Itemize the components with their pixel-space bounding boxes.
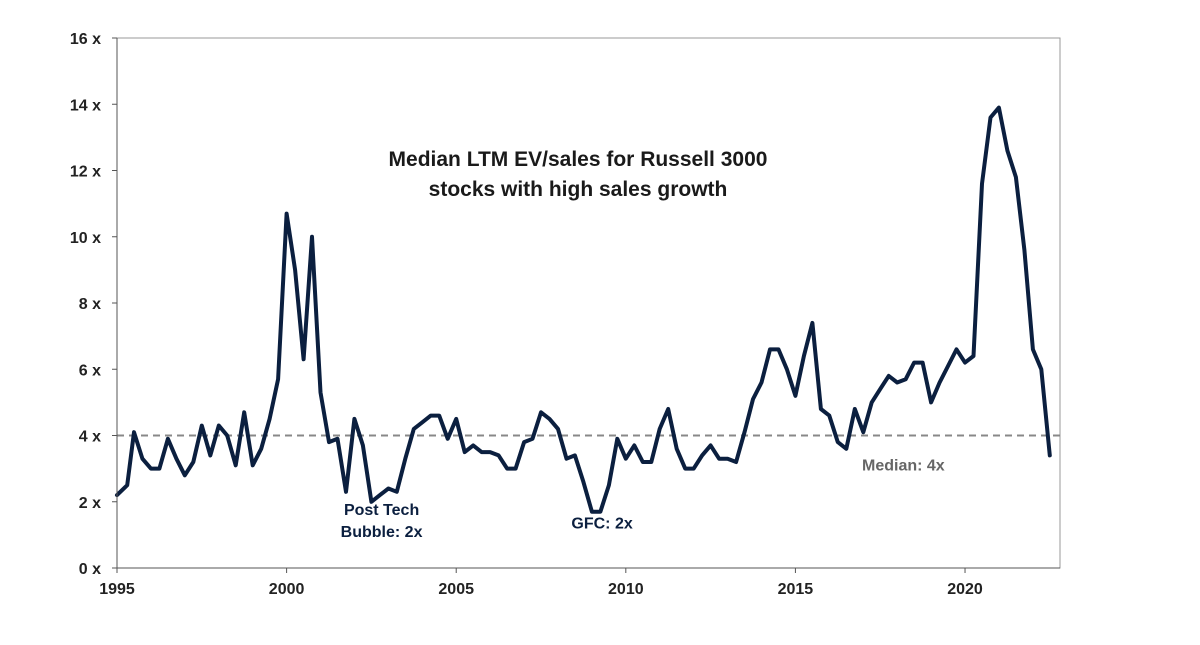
annotation-label: GFC: 2x bbox=[571, 515, 632, 532]
y-tick-label: 2 x bbox=[79, 495, 101, 512]
annotation-label: Bubble: 2x bbox=[341, 524, 423, 541]
y-tick-label: 0 x bbox=[79, 561, 101, 578]
chart-title-line-2: stocks with high sales growth bbox=[429, 178, 728, 201]
y-tick-label: 16 x bbox=[70, 31, 101, 48]
median-label: Median: 4x bbox=[862, 458, 945, 475]
x-tick-label: 2010 bbox=[608, 581, 644, 598]
plot-area-frame bbox=[116, 37, 1061, 569]
y-tick-label: 4 x bbox=[79, 429, 101, 446]
y-tick-label: 8 x bbox=[79, 296, 101, 313]
y-tick-label: 12 x bbox=[70, 164, 101, 181]
x-tick-label: 1995 bbox=[99, 581, 135, 598]
series-line bbox=[115, 105, 1052, 514]
y-tick-label: 10 x bbox=[70, 230, 101, 247]
y-tick-label: 6 x bbox=[79, 362, 101, 379]
x-tick-label: 2020 bbox=[947, 581, 983, 598]
x-tick-label: 2015 bbox=[778, 581, 814, 598]
annotation-label: Post Tech bbox=[344, 502, 419, 519]
chart-title-line-1: Median LTM EV/sales for Russell 3000 bbox=[389, 148, 768, 171]
x-tick-label: 2000 bbox=[269, 581, 305, 598]
y-tick-label: 14 x bbox=[70, 97, 101, 114]
x-tick-label: 2005 bbox=[438, 581, 474, 598]
